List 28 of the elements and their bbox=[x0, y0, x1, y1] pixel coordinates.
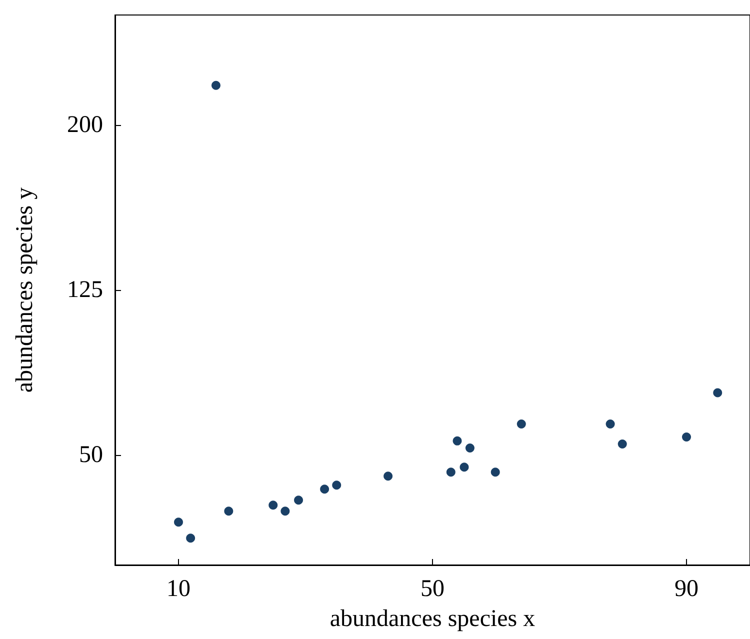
point bbox=[174, 518, 183, 527]
point bbox=[682, 432, 691, 442]
point bbox=[294, 496, 304, 505]
point bbox=[452, 436, 462, 446]
x-tick-label: 50 bbox=[420, 576, 444, 602]
x-axis-title: abundances species x bbox=[330, 606, 536, 632]
point bbox=[384, 472, 393, 481]
point bbox=[465, 443, 474, 452]
y-tick-label: 125 bbox=[67, 277, 103, 303]
point bbox=[460, 462, 469, 472]
point bbox=[606, 419, 615, 428]
point bbox=[320, 484, 330, 494]
point bbox=[618, 440, 627, 448]
point bbox=[224, 506, 234, 516]
point bbox=[186, 534, 196, 543]
point bbox=[211, 80, 220, 90]
y-tick-label: 200 bbox=[67, 112, 103, 138]
point bbox=[280, 506, 290, 516]
y-axis-title: abundances species y bbox=[12, 187, 38, 393]
point bbox=[332, 480, 342, 490]
x-tick-label: 10 bbox=[166, 576, 190, 602]
x-tick-label: 90 bbox=[674, 576, 698, 602]
point bbox=[490, 468, 500, 477]
point bbox=[713, 388, 722, 398]
point bbox=[268, 500, 278, 510]
y-tick-label: 50 bbox=[79, 442, 103, 468]
point bbox=[516, 419, 526, 428]
point bbox=[446, 468, 456, 477]
